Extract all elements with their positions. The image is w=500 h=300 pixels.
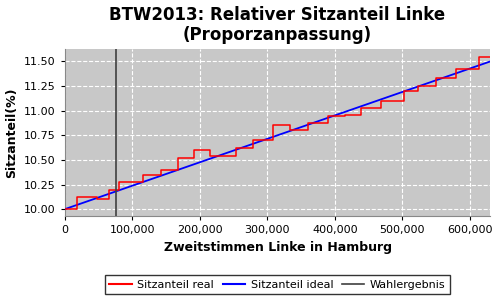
X-axis label: Zweitstimmen Linke in Hamburg: Zweitstimmen Linke in Hamburg bbox=[164, 241, 392, 254]
Y-axis label: Sitzanteil(%): Sitzanteil(%) bbox=[6, 87, 18, 178]
Legend: Sitzanteil real, Sitzanteil ideal, Wahlergebnis: Sitzanteil real, Sitzanteil ideal, Wahle… bbox=[105, 275, 450, 294]
Title: BTW2013: Relativer Sitzanteil Linke
(Proporzanpassung): BTW2013: Relativer Sitzanteil Linke (Pro… bbox=[110, 6, 446, 44]
